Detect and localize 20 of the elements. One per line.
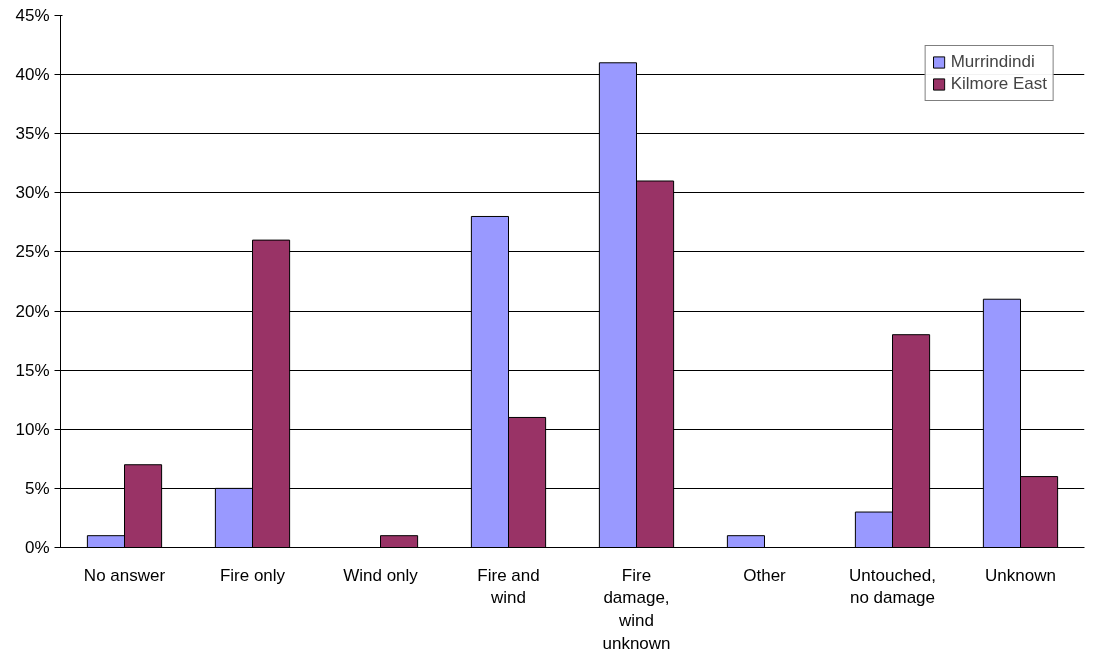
- legend-label: Murrindindi: [950, 52, 1035, 72]
- x-tick-label: Unknown: [985, 565, 1056, 585]
- x-tick-label: Other: [743, 565, 787, 585]
- x-tick-label: Fire and wind: [477, 565, 540, 608]
- x-tick-label: Wind only: [343, 565, 419, 585]
- x-tick-label: Untouched, no damage: [849, 565, 936, 608]
- y-tick-label: 20%: [15, 301, 50, 321]
- y-tick-label: 15%: [15, 360, 50, 380]
- x-tick-label: Fire damage, wind unknown: [602, 565, 671, 653]
- y-tick-label: 0%: [24, 538, 50, 557]
- y-tick-label: 30%: [15, 183, 50, 203]
- y-tick-label: 10%: [15, 419, 50, 439]
- x-tick-label: Fire only: [219, 565, 286, 585]
- y-tick-label: 40%: [15, 65, 50, 85]
- y-tick-label: 5%: [24, 478, 50, 498]
- legend-label: Kilmore East: [950, 74, 1047, 94]
- y-tick-label: 35%: [15, 124, 50, 144]
- x-tick-label: No answer: [83, 565, 166, 585]
- y-tick-label: 45%: [15, 6, 50, 25]
- y-tick-label: 25%: [15, 242, 50, 262]
